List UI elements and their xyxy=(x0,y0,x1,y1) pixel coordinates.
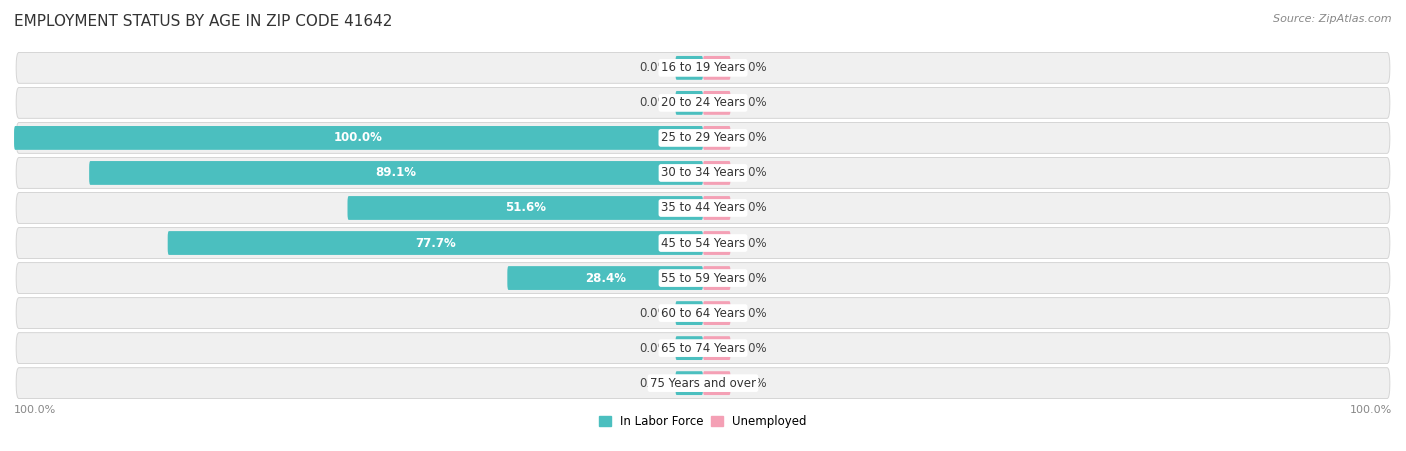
Legend: In Labor Force, Unemployed: In Labor Force, Unemployed xyxy=(595,410,811,433)
FancyBboxPatch shape xyxy=(89,161,703,185)
FancyBboxPatch shape xyxy=(15,228,1391,258)
Text: 25 to 29 Years: 25 to 29 Years xyxy=(661,131,745,144)
Text: 0.0%: 0.0% xyxy=(738,272,768,285)
Text: 77.7%: 77.7% xyxy=(415,236,456,249)
Text: 0.0%: 0.0% xyxy=(638,61,669,74)
Text: 35 to 44 Years: 35 to 44 Years xyxy=(661,202,745,215)
Text: Source: ZipAtlas.com: Source: ZipAtlas.com xyxy=(1274,14,1392,23)
FancyBboxPatch shape xyxy=(675,301,703,325)
FancyBboxPatch shape xyxy=(167,231,703,255)
FancyBboxPatch shape xyxy=(703,196,731,220)
FancyBboxPatch shape xyxy=(703,91,731,115)
Text: 0.0%: 0.0% xyxy=(738,166,768,179)
Text: 0.0%: 0.0% xyxy=(638,97,669,110)
FancyBboxPatch shape xyxy=(703,301,731,325)
Text: EMPLOYMENT STATUS BY AGE IN ZIP CODE 41642: EMPLOYMENT STATUS BY AGE IN ZIP CODE 416… xyxy=(14,14,392,28)
Text: 0.0%: 0.0% xyxy=(638,377,669,390)
FancyBboxPatch shape xyxy=(703,336,731,360)
Text: 45 to 54 Years: 45 to 54 Years xyxy=(661,236,745,249)
FancyBboxPatch shape xyxy=(347,196,703,220)
Text: 0.0%: 0.0% xyxy=(638,341,669,354)
FancyBboxPatch shape xyxy=(15,368,1391,399)
FancyBboxPatch shape xyxy=(15,123,1391,153)
Text: 28.4%: 28.4% xyxy=(585,272,626,285)
Text: 75 Years and over: 75 Years and over xyxy=(650,377,756,390)
Text: 0.0%: 0.0% xyxy=(738,131,768,144)
Text: 60 to 64 Years: 60 to 64 Years xyxy=(661,307,745,320)
FancyBboxPatch shape xyxy=(703,56,731,80)
Text: 0.0%: 0.0% xyxy=(738,341,768,354)
FancyBboxPatch shape xyxy=(15,157,1391,189)
Text: 51.6%: 51.6% xyxy=(505,202,546,215)
FancyBboxPatch shape xyxy=(703,371,731,395)
FancyBboxPatch shape xyxy=(675,371,703,395)
FancyBboxPatch shape xyxy=(675,336,703,360)
FancyBboxPatch shape xyxy=(15,298,1391,328)
Text: 0.0%: 0.0% xyxy=(738,236,768,249)
Text: 0.0%: 0.0% xyxy=(738,377,768,390)
FancyBboxPatch shape xyxy=(15,333,1391,364)
FancyBboxPatch shape xyxy=(675,56,703,80)
Text: 16 to 19 Years: 16 to 19 Years xyxy=(661,61,745,74)
Text: 65 to 74 Years: 65 to 74 Years xyxy=(661,341,745,354)
FancyBboxPatch shape xyxy=(14,126,703,150)
FancyBboxPatch shape xyxy=(508,266,703,290)
FancyBboxPatch shape xyxy=(15,193,1391,223)
Text: 0.0%: 0.0% xyxy=(738,61,768,74)
Text: 100.0%: 100.0% xyxy=(14,405,56,415)
Text: 0.0%: 0.0% xyxy=(738,202,768,215)
Text: 100.0%: 100.0% xyxy=(335,131,382,144)
FancyBboxPatch shape xyxy=(703,231,731,255)
Text: 0.0%: 0.0% xyxy=(738,307,768,320)
Text: 30 to 34 Years: 30 to 34 Years xyxy=(661,166,745,179)
Text: 55 to 59 Years: 55 to 59 Years xyxy=(661,272,745,285)
FancyBboxPatch shape xyxy=(15,52,1391,83)
FancyBboxPatch shape xyxy=(703,266,731,290)
Text: 0.0%: 0.0% xyxy=(738,97,768,110)
Text: 89.1%: 89.1% xyxy=(375,166,416,179)
FancyBboxPatch shape xyxy=(15,87,1391,118)
Text: 100.0%: 100.0% xyxy=(1350,405,1392,415)
Text: 20 to 24 Years: 20 to 24 Years xyxy=(661,97,745,110)
Text: 0.0%: 0.0% xyxy=(638,307,669,320)
FancyBboxPatch shape xyxy=(675,91,703,115)
FancyBboxPatch shape xyxy=(703,161,731,185)
FancyBboxPatch shape xyxy=(703,126,731,150)
FancyBboxPatch shape xyxy=(15,262,1391,294)
